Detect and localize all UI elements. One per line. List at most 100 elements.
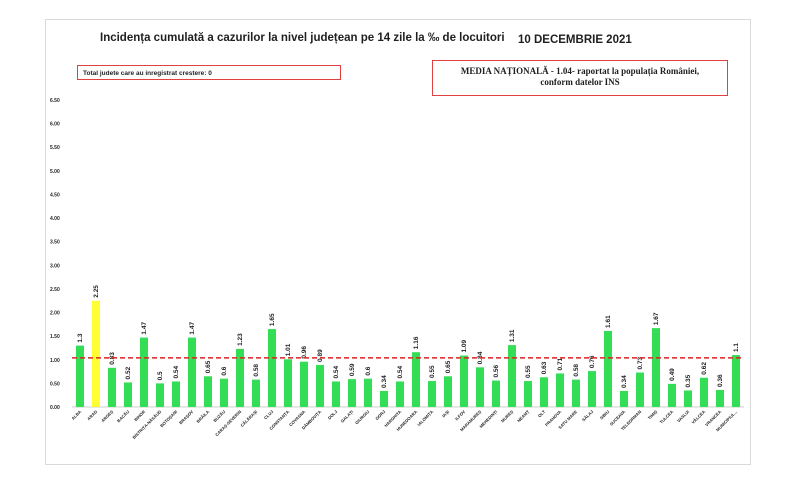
bar — [556, 373, 564, 407]
data-label: 1.65 — [269, 313, 276, 326]
data-label: 0.73 — [637, 356, 644, 369]
bar — [636, 372, 644, 407]
data-label: 0.54 — [333, 365, 340, 378]
x-tick-label: NEAMȚ — [516, 409, 530, 423]
y-tick-label: 5.50 — [50, 145, 60, 151]
data-label: 0.54 — [173, 365, 180, 378]
data-label: 0.54 — [397, 365, 404, 378]
bar — [252, 379, 260, 407]
y-tick-label: 0.50 — [50, 381, 60, 387]
bar — [732, 355, 740, 407]
data-label: 1.3 — [77, 333, 84, 342]
data-label: 1.1 — [733, 343, 740, 352]
x-tick-label: IALOMIȚA — [416, 409, 434, 427]
x-tick-label: GALAȚI — [340, 409, 355, 424]
bar — [412, 352, 420, 407]
y-tick-label: 3.00 — [50, 263, 60, 269]
x-tick-label: CĂLĂRAȘI — [239, 409, 258, 428]
bar — [620, 390, 628, 407]
bar — [588, 371, 596, 407]
x-tick-label: ALBA — [70, 409, 82, 421]
bar — [508, 345, 516, 407]
bar — [380, 390, 388, 407]
bar — [332, 381, 340, 407]
data-label: 0.55 — [429, 365, 436, 378]
bar — [364, 378, 372, 407]
bar — [700, 377, 708, 407]
x-tick-label: MUREȘ — [500, 409, 514, 423]
x-tick-label: DOLJ — [327, 409, 339, 421]
chart-date: 10 DECEMBRIE 2021 — [518, 34, 632, 46]
bar — [300, 361, 308, 407]
x-tick-label: BUZĂU — [212, 409, 226, 423]
data-label: 1.09 — [461, 339, 468, 352]
data-label: 0.56 — [493, 365, 500, 378]
x-tick-label: GIURGIU — [354, 409, 370, 425]
x-tick-label: TULCEA — [659, 409, 675, 425]
bar — [156, 383, 164, 407]
data-label: 0.76 — [589, 355, 596, 368]
data-label: 1.31 — [509, 329, 516, 342]
bar — [316, 364, 324, 407]
data-label: 1.67 — [653, 312, 660, 325]
y-tick-label: 1.00 — [50, 358, 60, 364]
data-label: 0.34 — [621, 375, 628, 388]
data-label: 0.62 — [701, 362, 708, 375]
data-label: 0.59 — [349, 363, 356, 376]
chart-title: Incidența cumulată a cazurilor la nivel … — [100, 32, 505, 44]
bar — [268, 329, 276, 407]
x-tick-label: ILFOV — [454, 409, 466, 421]
data-label: 0.71 — [557, 357, 564, 370]
x-tick-label: IAȘI — [441, 409, 450, 418]
x-tick-label: ARAD — [86, 409, 98, 421]
bar — [396, 381, 404, 407]
bar — [220, 378, 228, 407]
data-label: 0.5 — [157, 371, 164, 380]
bar — [444, 376, 452, 407]
data-label: 0.65 — [205, 360, 212, 373]
data-label: 1.61 — [605, 315, 612, 328]
x-tick-label: BRĂILA — [195, 409, 210, 424]
data-label: 0.63 — [541, 361, 548, 374]
bar — [236, 348, 244, 407]
bar — [188, 337, 196, 407]
data-label: 0.58 — [253, 364, 260, 377]
national-average-line1: MEDIA NAȚIONALĂ - 1.04- raportat la popu… — [460, 66, 700, 76]
x-tick-label: BACĂU — [116, 409, 130, 423]
x-tick-label: SIBIU — [599, 409, 610, 420]
x-tick-label: BRAȘOV — [178, 409, 194, 425]
bar — [124, 382, 132, 407]
bar — [684, 390, 692, 407]
x-tick-label: ARGEȘ — [100, 409, 114, 423]
y-tick-label: 3.50 — [50, 240, 60, 246]
bar — [476, 367, 484, 407]
data-label: 1.47 — [189, 322, 196, 335]
bar — [716, 389, 724, 407]
bar — [652, 328, 660, 407]
data-label: 1.01 — [285, 343, 292, 356]
info-box: Total judete care au inregistrat crester… — [77, 65, 341, 80]
x-tick-label: CLUJ — [263, 409, 275, 421]
bar — [460, 355, 468, 407]
x-tick-label: SĂLAJ — [581, 409, 595, 423]
data-label: 0.35 — [685, 374, 692, 387]
data-label: 2.25 — [93, 285, 100, 298]
y-tick-label: 4.50 — [50, 192, 60, 198]
data-label: 0.65 — [445, 360, 452, 373]
bar — [540, 377, 548, 407]
data-label: 0.52 — [125, 366, 132, 379]
data-label: 1.16 — [413, 336, 420, 349]
bar — [172, 381, 180, 407]
bar — [92, 300, 100, 407]
data-label: 0.34 — [381, 375, 388, 388]
x-tick-label: BIHOR — [133, 409, 146, 422]
x-tick-label: VASLUI — [676, 409, 690, 423]
x-tick-label: BISTRIȚA-NĂSĂUD — [131, 409, 162, 440]
x-tick-label: OLT — [537, 409, 547, 419]
bar — [284, 359, 292, 407]
x-tick-label: GORJ — [374, 409, 386, 421]
national-average-line2: conform datelor INS — [540, 77, 620, 87]
data-label: 0.89 — [317, 349, 324, 362]
y-tick-label: 6.50 — [50, 98, 60, 104]
